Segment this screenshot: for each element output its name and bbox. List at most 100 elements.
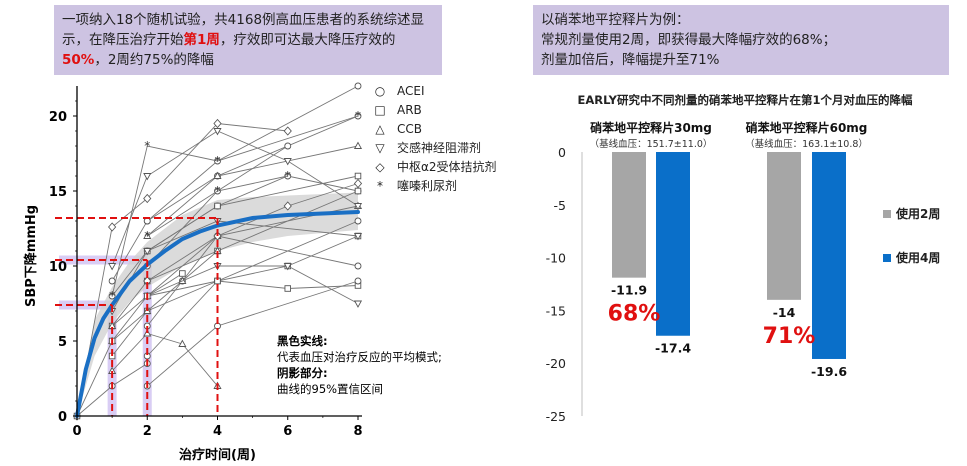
legend-symbol-5: * [377, 179, 383, 193]
trial-marker-20-2: * [285, 169, 291, 183]
trial-marker-14-4 [353, 203, 363, 211]
legend-label-5: 噻嗪利尿剂 [397, 178, 457, 193]
left-summary-text-1: 一项纳入18个随机试验，共4168例高血压患者的系统综述显示，在降压治疗开始 [62, 12, 425, 48]
trial-marker-19-2: * [215, 154, 221, 168]
trial-line-10 [111, 332, 218, 387]
trial-line-13 [111, 205, 359, 327]
group-baseline-1: （基线血压：163.1±10.8） [745, 138, 868, 150]
x-axis-label: 治疗时间(周) [179, 447, 256, 463]
legend-label-1: ARB [397, 103, 422, 117]
trial-marker-19-1: * [144, 139, 150, 153]
bar-legend-label-1: 使用4周 [895, 250, 940, 265]
left-summary-box: 一项纳入18个随机试验，共4168例高血压患者的系统综述显示，在降压治疗开始第1… [54, 5, 442, 75]
bar-1-1 [812, 152, 846, 359]
annotation-text-1: 代表血压对治疗反应的平均模式; [277, 350, 442, 364]
trial-marker-19-0: * [109, 289, 115, 303]
trial-marker-4-2 [284, 142, 292, 150]
trial-marker-16-3 [353, 233, 363, 241]
y-axis-label: SBP下降mmHg [23, 205, 39, 307]
trial-marker-17-1 [108, 222, 117, 232]
trial-line-0 [111, 85, 359, 282]
bar-value-label-1-1: -19.6 [811, 364, 847, 379]
bar-y-tick-label-2: -10 [546, 251, 566, 266]
bar-y-tick-label-3: -15 [546, 303, 566, 318]
left-summary-highlight-50pct: 50% [62, 52, 95, 68]
y-tick-label-0: 0 [58, 410, 67, 425]
legend-symbol-0: ○ [375, 84, 385, 98]
trial-marker-20-0: * [144, 229, 150, 243]
trial-marker-17-3 [213, 118, 222, 129]
trial-marker-0-0 [108, 277, 116, 285]
bar-y-tick-label-0: 0 [558, 145, 566, 160]
trial-marker-5-2 [354, 217, 362, 225]
trial-marker-12-2 [353, 141, 363, 149]
line-chart-legend: ○ ACEI □ ARB △ CCB ▽ 交感神经阻滞剂 ◇ 中枢α2受体拮抗剂 * 噻嗪利尿剂 [374, 84, 496, 193]
trial-marker-3-3 [354, 262, 362, 270]
x-tick-label-0: 0 [72, 424, 81, 439]
trial-marker-7-2 [354, 172, 362, 180]
left-summary-text-2: ，疗效即可达最大降压疗效的 [219, 32, 396, 48]
trial-line-22 [76, 273, 183, 417]
bar-y-tick-label-4: -20 [546, 356, 566, 371]
group-label-1: 硝苯地平控释片60mg [746, 120, 868, 135]
right-summary-box: 以硝苯地平控释片为例： 常规剂量使用2周，即获得最大降幅疗效的68%； 剂量加倍… [533, 5, 949, 75]
legend-label-3: 交感神经阻滞剂 [397, 140, 481, 155]
legend-label-2: CCB [397, 122, 422, 136]
x-tick-label-3: 6 [283, 424, 292, 439]
trial-marker-18-3 [353, 178, 363, 189]
bar-chart-title: EARLY研究中不同剂量的硝苯地平控释片在第1个月对血压的降幅 [578, 93, 913, 107]
trial-marker-17-2 [143, 193, 152, 204]
right-summary-line-2: 常规剂量使用2周，即获得最大降幅疗效的68%； [541, 32, 837, 48]
trial-marker-16-1 [143, 248, 152, 256]
group-label-0: 硝苯地平控释片30mg [590, 120, 712, 135]
trial-marker-10-2 [178, 339, 187, 347]
bar-legend-swatch-0 [883, 210, 891, 218]
trial-line-15 [147, 265, 359, 304]
trial-marker-20-1: * [215, 184, 221, 198]
trial-line-9 [147, 280, 359, 297]
y-tick-label-1: 5 [58, 335, 67, 350]
trial-marker-14-2 [213, 128, 222, 136]
annotation-title-1: 黑色实线: [277, 334, 328, 348]
annotation-text-2: 曲线的95%置信区间 [277, 382, 383, 396]
legend-symbol-4: ◇ [375, 160, 385, 174]
trial-marker-9-2 [284, 285, 292, 292]
trial-line-11 [111, 250, 218, 342]
trial-marker-15-3 [353, 300, 363, 308]
trial-marker-6-3 [354, 187, 362, 195]
bar-value-label-0-0: -11.9 [611, 283, 647, 298]
bar-0-1 [656, 152, 690, 336]
mean-response-curve [75, 210, 360, 418]
trial-marker-19-3: * [355, 109, 361, 123]
legend-label-4: 中枢α2受体拮抗剂 [397, 159, 497, 174]
trial-line-19 [111, 115, 359, 297]
x-tick-label-2: 4 [213, 424, 222, 439]
reference-dash-group [55, 217, 219, 416]
y-tick-label-4: 20 [49, 110, 67, 125]
right-summary-line-3: 剂量加倍后，降幅提升至71% [541, 52, 720, 68]
bar-legend-label-0: 使用2周 [895, 206, 940, 221]
legend-symbol-3: ▽ [375, 141, 385, 155]
left-summary-text-3: ，2周约75%的降幅 [94, 52, 214, 68]
trial-marker-18-2 [283, 201, 292, 211]
bar-y-tick-label-1: -5 [554, 198, 566, 213]
legend-symbol-2: △ [375, 122, 385, 136]
bar-y-tick-label-5: -25 [546, 409, 566, 424]
trial-line-20 [147, 175, 288, 237]
group-percent-1: 71% [763, 324, 816, 349]
trial-marker-17-4 [283, 126, 292, 136]
bar-value-label-0-1: -17.4 [655, 341, 691, 356]
x-tick-label-4: 8 [353, 424, 362, 439]
bar-0-0 [612, 152, 646, 278]
trial-line-18 [147, 183, 359, 282]
y-tick-label-3: 15 [49, 185, 67, 200]
trial-marker-15-2 [283, 263, 292, 271]
trial-marker-23-2 [354, 277, 362, 285]
trial-marker-22-3 [179, 270, 186, 277]
x-tick-label-1: 2 [143, 424, 152, 439]
trial-marker-0-3 [354, 82, 362, 90]
legend-label-0: ACEI [397, 84, 425, 98]
